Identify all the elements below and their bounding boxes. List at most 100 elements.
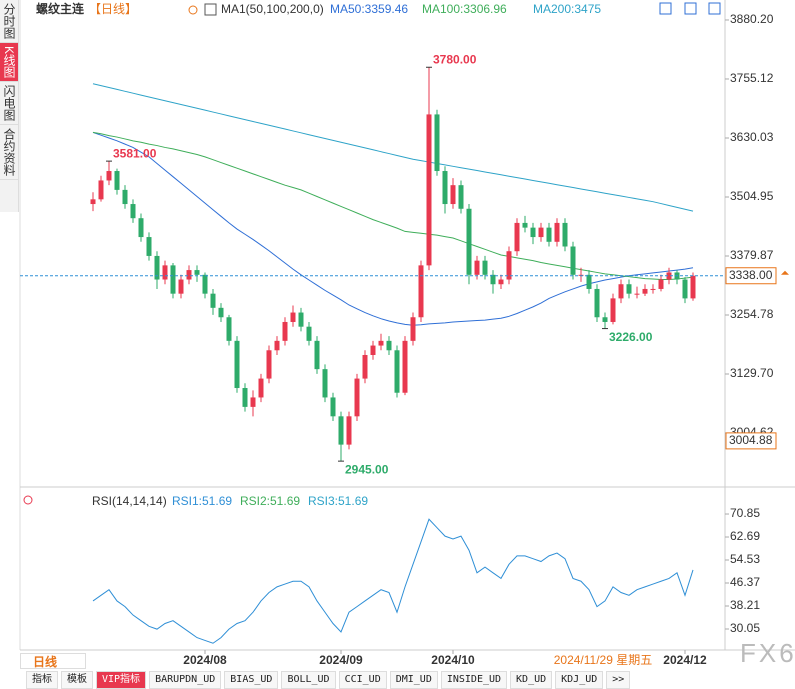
candle-body — [218, 307, 224, 318]
candle-body — [178, 279, 184, 294]
candle-body — [546, 227, 552, 242]
candle-body — [298, 312, 304, 327]
candle-body — [274, 340, 280, 351]
y-tick-label: 38.21 — [730, 598, 760, 612]
annotation-label: 2945.00 — [345, 462, 389, 476]
candle-body — [194, 270, 200, 275]
toolbar: 指标 模板 VIP指标 BARUPDN_UD BIAS_UD BOLL_UD CCI_UD D… — [26, 671, 631, 689]
toolbar-tab[interactable]: CCI_UD — [338, 671, 387, 689]
candle-body — [362, 354, 368, 379]
icon[interactable] — [188, 5, 198, 15]
legend-entry: RSI1:51.69 — [172, 494, 232, 508]
candle-body — [506, 251, 512, 280]
toolbar-tab[interactable]: BOLL_UD — [281, 671, 336, 689]
toolbar-tab[interactable]: KDJ_UD — [555, 671, 604, 689]
candle-body — [370, 345, 376, 355]
toolbar-tab[interactable]: BIAS_UD — [224, 671, 279, 689]
y-tick-label: 3379.87 — [730, 248, 774, 262]
x-tick-label: 2024/08 — [183, 653, 227, 667]
candle-body — [570, 246, 576, 275]
toolbar-tab[interactable]: BARUPDN_UD — [149, 671, 222, 689]
candle-body — [202, 274, 208, 294]
y-tick-label: 46.37 — [730, 575, 760, 589]
candle-body — [106, 171, 112, 181]
sidebar-tab[interactable]: 分时图 — [0, 0, 18, 43]
candle-body — [170, 265, 176, 294]
sidebar-tab[interactable]: K线图 — [0, 43, 18, 83]
icon[interactable] — [708, 2, 721, 15]
candle-body — [602, 317, 608, 322]
x-tick-label: 2024/12 — [663, 653, 707, 667]
indicator-label: MA1(50,100,200,0) — [221, 2, 324, 16]
icon[interactable] — [23, 495, 33, 505]
candle-body — [322, 369, 328, 398]
candle-body — [338, 416, 344, 445]
candle-body — [226, 317, 232, 341]
candle-body — [410, 317, 416, 341]
price-arrow — [781, 270, 789, 275]
toolbar-tab[interactable]: 模板 — [61, 671, 93, 689]
candle-body — [426, 114, 432, 266]
ma-line — [92, 131, 694, 281]
candle-body — [626, 284, 632, 294]
range-tag — [725, 432, 777, 450]
candle-body — [434, 114, 440, 172]
rsi-line — [92, 518, 694, 644]
legend-entry: MA200:3475 — [533, 2, 601, 16]
icon[interactable] — [684, 2, 697, 15]
candle-body — [554, 222, 560, 242]
candle-body — [378, 340, 384, 346]
candle-body — [210, 293, 216, 308]
candle-body — [282, 321, 288, 341]
candle-body — [186, 270, 192, 280]
candle-body — [146, 237, 152, 256]
candle-body — [418, 265, 424, 318]
icon[interactable] — [659, 2, 672, 15]
legend-entry: RSI2:51.69 — [240, 494, 300, 508]
candle-body — [114, 171, 120, 190]
sidebar: 分时图 K线图 闪电图 合约资料 — [0, 0, 19, 212]
candle-body — [242, 388, 248, 407]
sidebar-tab[interactable]: 合约资料 — [0, 125, 18, 181]
toolbar-tab[interactable]: VIP指标 — [96, 671, 147, 689]
candle-body — [634, 293, 640, 295]
toolbar-tab[interactable]: INSIDE_UD — [440, 671, 508, 689]
toolbar-tab[interactable]: 指标 — [26, 671, 58, 689]
candle-body — [522, 222, 528, 228]
candle-body — [234, 340, 240, 389]
candle-body — [690, 275, 696, 299]
candle-body — [394, 350, 400, 393]
range-tag-label: 3004.88 — [729, 433, 773, 447]
candle-body — [386, 340, 392, 351]
x-tick-label: 2024/10 — [431, 653, 475, 667]
period-label: 【日线】 — [89, 2, 137, 16]
y-tick-label: 3504.95 — [730, 189, 774, 203]
toolbar-tab[interactable]: KD_UD — [510, 671, 553, 689]
y-tick-label: 54.53 — [730, 552, 760, 566]
y-tick-label: 3755.12 — [730, 71, 774, 85]
price-tag-label: 3338.00 — [729, 268, 773, 282]
annotation-label: 3581.00 — [113, 146, 157, 160]
annotation-label: 3226.00 — [609, 330, 653, 344]
toolbar-tab[interactable]: DMI_UD — [389, 671, 438, 689]
candle-body — [450, 185, 456, 205]
candle-body — [474, 260, 480, 275]
candle-body — [586, 274, 592, 289]
y-tick-label: 62.69 — [730, 529, 760, 543]
candle-body — [490, 274, 496, 285]
candle-body — [642, 288, 648, 294]
candle-body — [306, 326, 312, 341]
candle-body — [538, 227, 544, 238]
candle-body — [290, 312, 296, 322]
price-tag — [725, 267, 777, 285]
candle-body — [458, 185, 464, 209]
candle-body — [610, 298, 616, 322]
sidebar-tab[interactable]: 闪电图 — [0, 82, 18, 126]
period-selector[interactable]: 日线 — [20, 653, 86, 669]
y-tick-label: 30.05 — [730, 621, 760, 635]
icon[interactable] — [204, 3, 217, 16]
y-tick-label: 3254.78 — [730, 307, 774, 321]
toolbar-tab[interactable]: >> — [606, 671, 631, 689]
candle-body — [482, 260, 488, 275]
